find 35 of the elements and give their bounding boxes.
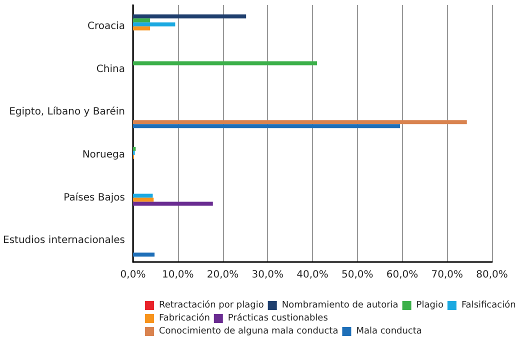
bar [133, 252, 155, 257]
x-tick-label: 20,0% [206, 270, 239, 280]
bar [133, 202, 213, 206]
bar [133, 124, 400, 128]
bar [133, 198, 154, 202]
x-tick-label: 0,0% [120, 270, 146, 280]
x-tick-label: 30,0% [252, 270, 284, 280]
legend-label: Fabricación [159, 312, 210, 324]
y-tick-label: China [96, 64, 126, 75]
legend-label: Nombramiento de autoria [282, 300, 398, 310]
legend-label: Prácticas custionables [228, 312, 328, 324]
y-tick-label: Croacia [87, 20, 126, 32]
x-tick-label: 80,0% [476, 270, 508, 280]
y-tick-label: Estudios internacionales [2, 235, 126, 246]
bar [133, 61, 317, 66]
legend-label: Mala conducta [356, 326, 422, 336]
x-tick-label: 50,0% [341, 270, 374, 280]
bar [133, 26, 150, 30]
y-tick-label: Países Bajos [64, 192, 126, 204]
bar [133, 22, 176, 26]
legend-label: Plagio [416, 300, 444, 310]
bar [133, 146, 136, 151]
x-tick-label: 70,0% [431, 270, 464, 280]
bar [133, 18, 150, 22]
bar [133, 120, 467, 124]
y-tick-label: Noruega [82, 149, 126, 160]
legend-label: Falsificación [461, 300, 516, 310]
bar [133, 14, 246, 18]
legend-label: Retractación por plagio [159, 300, 264, 310]
x-tick-label: 60,0% [386, 270, 418, 280]
x-tick-label: 40,0% [296, 270, 328, 280]
x-tick-label: 10,0% [162, 270, 194, 280]
y-tick-label: Egipto, Líbano y Baréin [9, 106, 126, 118]
bar [133, 194, 153, 198]
legend-label: Conocimiento de alguna mala conducta [159, 326, 338, 336]
